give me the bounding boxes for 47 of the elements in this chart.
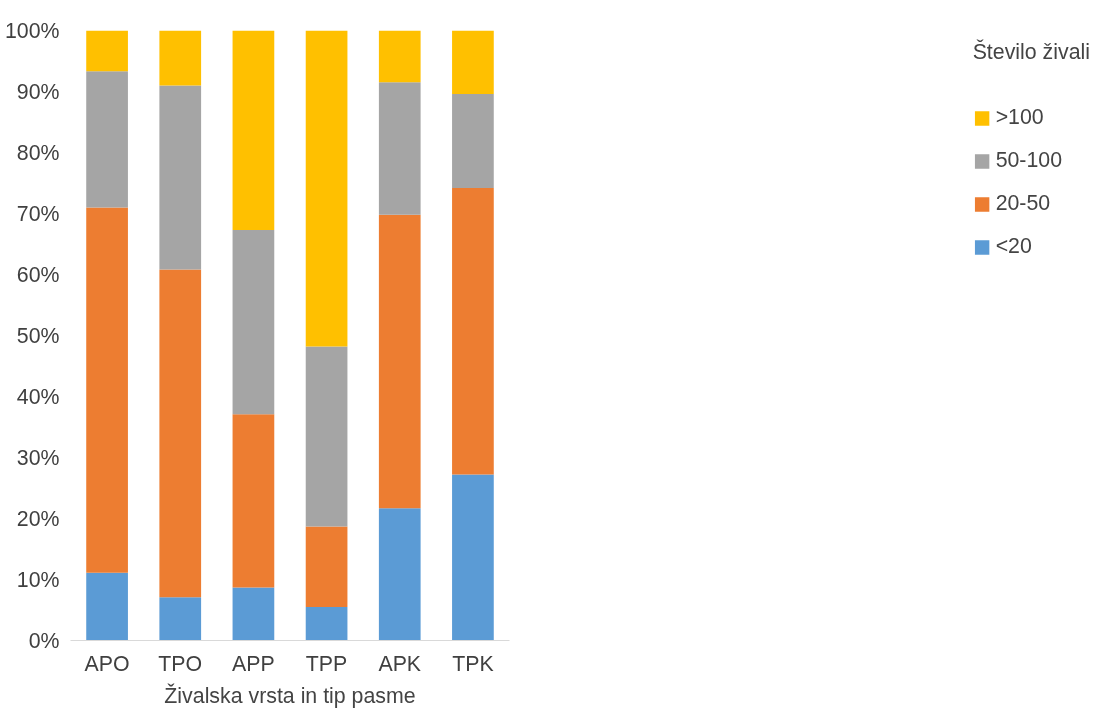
x-tick-label: APP <box>232 651 275 676</box>
y-tick-label: 70% <box>16 201 60 226</box>
y-tick-label: 10% <box>16 567 60 592</box>
x-tick-label: TPP <box>305 651 348 676</box>
bar <box>232 229 275 415</box>
y-tick-label: 0% <box>28 628 60 653</box>
bar <box>452 30 494 94</box>
y-tick-label: 90% <box>16 79 60 104</box>
bar <box>378 82 421 215</box>
bar <box>159 30 202 86</box>
bar <box>452 474 494 641</box>
legend-label: 20-50 <box>995 191 1051 216</box>
bar <box>159 269 202 598</box>
bar <box>86 30 128 72</box>
bar <box>378 508 421 641</box>
bar <box>232 30 275 230</box>
y-tick-label: 30% <box>16 445 60 470</box>
bar <box>232 587 275 641</box>
y-tick-label: 50% <box>16 323 60 348</box>
x-tick-label: APO <box>84 651 130 676</box>
bar <box>86 207 128 573</box>
x-tick-label: TPK <box>452 651 494 676</box>
bar <box>86 572 128 641</box>
bar <box>232 414 275 588</box>
bar <box>452 187 494 475</box>
bar <box>305 30 348 347</box>
legend-title: Število živali <box>972 40 1090 65</box>
y-tick-label: 80% <box>16 140 60 165</box>
bar <box>378 214 421 509</box>
bar <box>452 93 494 188</box>
bar <box>86 71 128 208</box>
legend-label: 50-100 <box>995 148 1063 173</box>
bar <box>305 606 348 641</box>
x-axis-title: Živalska vrsta in tip pasme <box>164 682 416 708</box>
bar <box>305 526 348 607</box>
y-tick-label: 60% <box>16 262 60 287</box>
x-tick-label: TPO <box>158 651 203 676</box>
y-tick-label: 100% <box>4 18 60 43</box>
bar <box>159 597 202 641</box>
legend-label: <20 <box>995 234 1032 259</box>
bar <box>159 85 202 270</box>
y-tick-label: 40% <box>16 384 60 409</box>
bar <box>378 30 421 83</box>
legend-label: >100 <box>995 105 1044 130</box>
bar <box>305 346 348 527</box>
x-tick-label: APK <box>378 651 422 676</box>
y-tick-label: 20% <box>16 506 60 531</box>
